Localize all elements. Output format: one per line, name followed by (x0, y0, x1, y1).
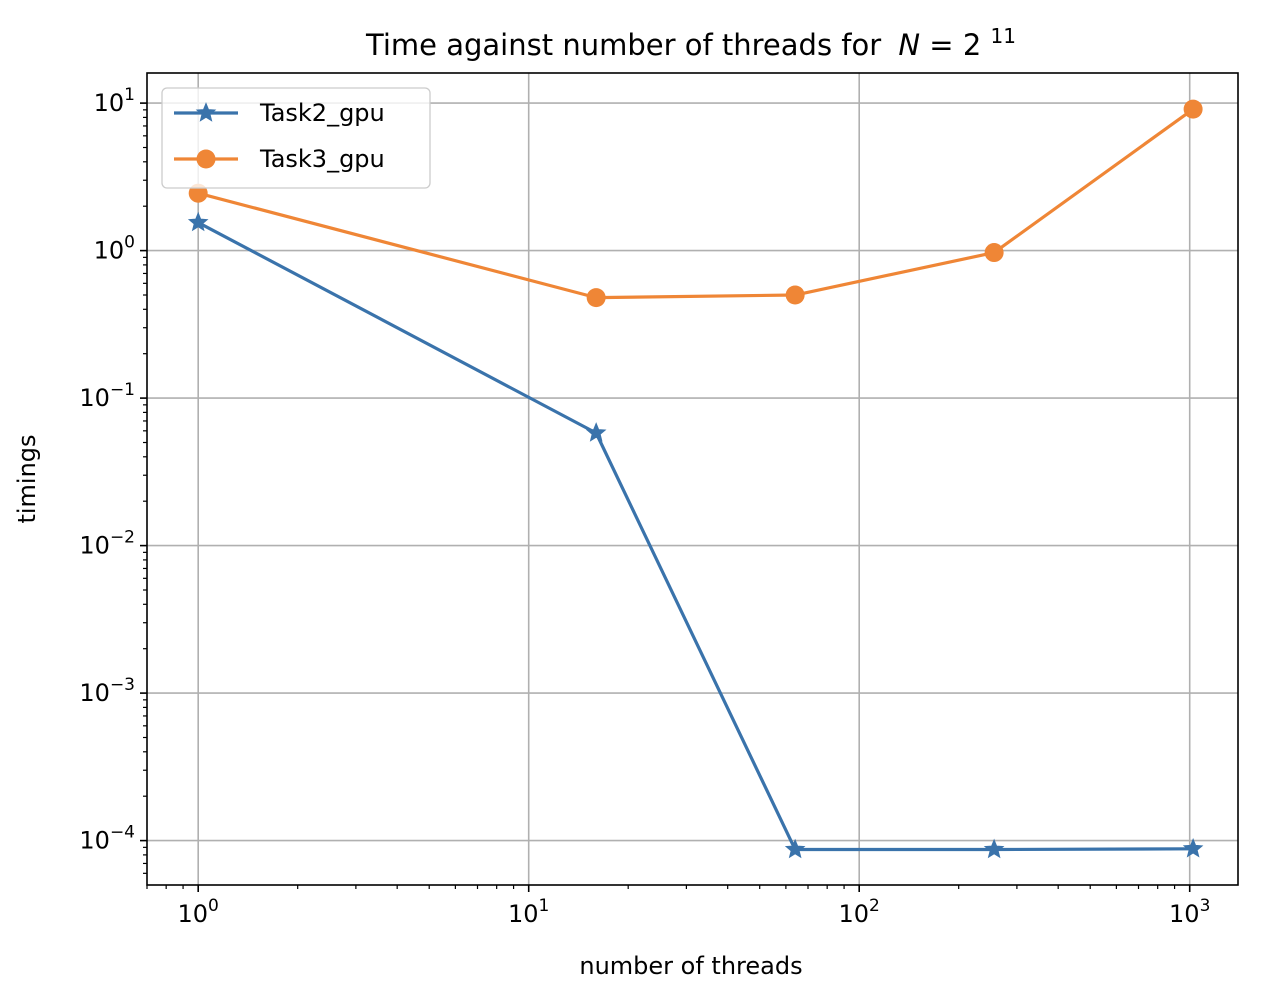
legend-marker (196, 149, 216, 169)
data-point (585, 422, 607, 442)
data-point (586, 288, 606, 308)
grid (147, 73, 1238, 885)
chart-title: Time against number of threads for N = 2… (365, 24, 1016, 62)
x-tick-label: 102 (839, 896, 880, 928)
x-axis: 100 101 102 103 (178, 885, 1210, 928)
data-point (785, 285, 805, 305)
series-Task2_gpu (187, 211, 1204, 859)
y-tick-label: 10−1 (79, 380, 135, 412)
legend-label: Task3_gpu (259, 145, 385, 173)
y-tick-label: 100 (94, 233, 135, 265)
data-point (1183, 99, 1203, 119)
chart-title-math-var: N (898, 28, 920, 62)
data-point (784, 838, 806, 859)
plot-area-frame (146, 72, 1239, 886)
x-axis-label: number of threads (579, 952, 802, 980)
y-tick-label: 101 (94, 85, 135, 117)
y-tick-label: 10−2 (79, 528, 135, 560)
data-point (1182, 837, 1204, 858)
data-point (984, 243, 1004, 263)
chart-title-math-eq: = 2 (929, 28, 981, 62)
x-tick-label: 100 (178, 896, 219, 928)
y-tick-label: 10−3 (79, 675, 135, 707)
data-point (983, 838, 1005, 859)
x-tick-label: 103 (1169, 896, 1210, 928)
y-tick-label: 10−4 (79, 823, 135, 855)
y-axis: 101 100 10−1 10−2 10−3 10−4 (79, 85, 147, 855)
legend: Task2_gpu Task3_gpu (161, 87, 431, 189)
x-tick-label: 101 (508, 896, 549, 928)
y-axis-label: timings (13, 434, 41, 523)
chart-title-math-exp: 11 (990, 24, 1015, 48)
legend-entry: Task2_gpu (174, 99, 385, 127)
data-point (187, 211, 209, 232)
legend-marker (195, 102, 217, 122)
legend-label: Task2_gpu (259, 99, 385, 127)
legend-entry: Task3_gpu (174, 145, 385, 173)
chart-title-text: Time against number of threads for (365, 28, 881, 62)
